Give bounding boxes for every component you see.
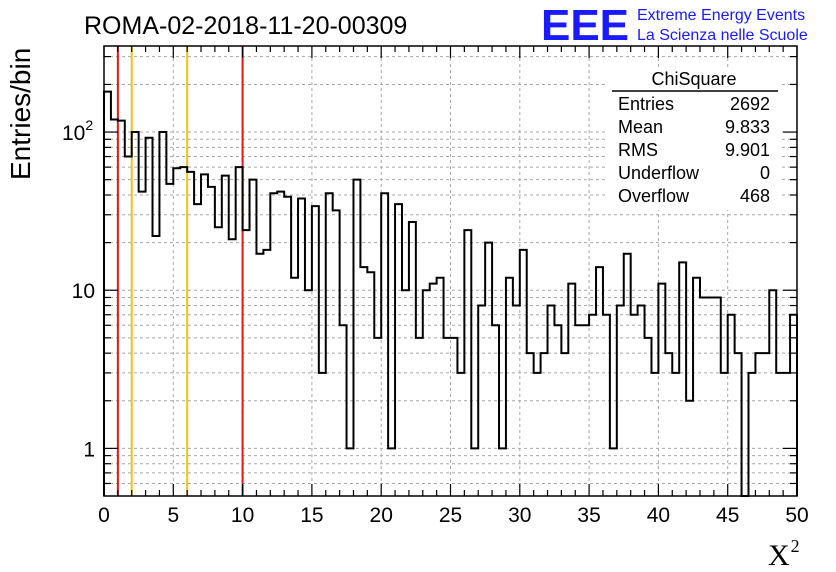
y-axis-label: Entries/bin xyxy=(5,48,36,180)
logo-line-1: Extreme Energy Events xyxy=(637,7,805,24)
eee-logo-mark: EEE xyxy=(541,1,629,50)
x-tick-label: 30 xyxy=(508,504,531,527)
eee-logo: EEE Extreme Energy Events La Scienza nel… xyxy=(541,1,808,50)
y-tick-labels: 1 10 102 xyxy=(62,117,95,461)
stats-label-overflow: Overflow xyxy=(618,186,690,206)
y-tick-label: 1 xyxy=(83,438,95,461)
stats-label-entries: Entries xyxy=(618,94,674,114)
stats-label-rms: RMS xyxy=(618,140,658,160)
x-axis-label-base: X xyxy=(768,539,790,572)
stats-label-underflow: Underflow xyxy=(618,163,700,183)
x-axis-label: X2 xyxy=(768,536,800,572)
stats-value-underflow: 0 xyxy=(760,163,770,183)
stats-value-entries: 2692 xyxy=(730,94,770,114)
stats-value-rms: 9.901 xyxy=(725,140,770,160)
histogram-outline xyxy=(103,90,798,497)
stats-label-mean: Mean xyxy=(618,117,663,137)
x-tick-label: 25 xyxy=(439,504,462,527)
stats-box: ChiSquare Entries 2692 Mean 9.833 RMS 9.… xyxy=(608,68,782,210)
x-tick-label: 50 xyxy=(785,504,808,527)
stats-box-title: ChiSquare xyxy=(651,69,736,89)
x-tick-label: 10 xyxy=(231,504,254,527)
chart-title: ROMA-02-2018-11-20-00309 xyxy=(84,12,407,40)
x-axis-label-superscript: 2 xyxy=(791,536,800,556)
y-tick-label: 10 xyxy=(72,280,95,303)
x-tick-label: 40 xyxy=(647,504,670,527)
x-tick-label: 15 xyxy=(300,504,323,527)
x-tick-label: 0 xyxy=(98,504,110,527)
x-tick-label: 5 xyxy=(167,504,179,527)
x-tick-label: 35 xyxy=(577,504,600,527)
x-tick-label: 20 xyxy=(370,504,393,527)
logo-line-2: La Scienza nelle Scuole xyxy=(637,27,808,44)
y-tick-label: 102 xyxy=(62,117,93,145)
x-tick-label: 45 xyxy=(716,504,739,527)
stats-value-overflow: 468 xyxy=(740,186,770,206)
x-tick-labels: 0 5 10 15 20 25 30 35 40 45 50 xyxy=(98,504,809,527)
reference-lines xyxy=(116,46,244,496)
stats-value-mean: 9.833 xyxy=(725,117,770,137)
axis-ticks xyxy=(103,46,798,496)
